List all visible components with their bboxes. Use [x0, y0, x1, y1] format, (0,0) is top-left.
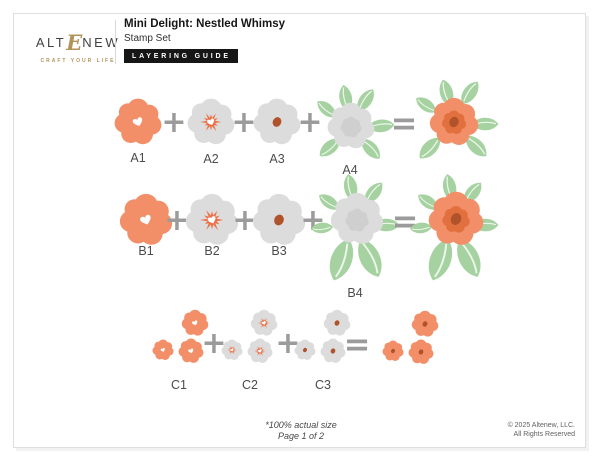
actual-size-note: *100% actual size	[265, 420, 337, 430]
stamp-a2-burst-center-flower-icon	[187, 98, 235, 146]
label-b1: B1	[138, 244, 154, 258]
plus-operator: +	[201, 326, 227, 361]
stamp-a3-dot-center-flower-icon	[253, 98, 301, 146]
stamp-c2-burst-cluster-icon	[218, 307, 282, 367]
result-b-layered-flower-icon	[409, 172, 499, 285]
label-b2: B2	[204, 244, 220, 258]
equals-operator: =	[390, 104, 418, 142]
layering-guide-badge: LAYERING GUIDE	[124, 49, 238, 63]
equals-operator: =	[343, 325, 371, 363]
stamp-b4-flower-with-leaves-icon	[310, 172, 400, 285]
label-c1: C1	[171, 378, 187, 392]
brand-script-e-icon: E	[66, 30, 83, 55]
title-block: Mini Delight: Nestled Whimsy Stamp Set L…	[124, 18, 285, 63]
plus-operator: +	[231, 105, 257, 140]
header-divider	[115, 20, 116, 64]
stamp-a1-solid-orange-flower-icon	[114, 98, 162, 146]
label-b3: B3	[271, 244, 287, 258]
plus-operator: +	[297, 105, 323, 140]
label-a1: A1	[130, 151, 146, 165]
page-subtitle: Stamp Set	[124, 33, 171, 44]
label-a3: A3	[269, 152, 285, 166]
stamp-b3-dot-center-flower-icon	[252, 193, 306, 247]
brand-tagline: CRAFT YOUR LIFE	[40, 58, 116, 64]
stamp-a4-flower-with-leaves-icon	[313, 83, 396, 164]
label-a2: A2	[203, 152, 219, 166]
result-c-layered-cluster-icon	[379, 308, 443, 368]
plus-operator: +	[161, 105, 187, 140]
label-a4: A4	[342, 163, 358, 177]
label-c2: C2	[242, 378, 258, 392]
footer-copyright: © 2025 Altenew, LLC. All Rights Reserved	[508, 421, 575, 439]
brand-pre: ALT	[35, 35, 67, 50]
brand-post: NEW	[82, 35, 121, 50]
result-a-layered-flower-icon	[412, 77, 499, 164]
copyright-line2: All Rights Reserved	[513, 431, 575, 438]
brand-wordmark: ALTENEW	[32, 30, 124, 55]
page-number: Page 1 of 2	[277, 431, 325, 441]
altenew-logo: ALTENEW CRAFT YOUR LIFE	[32, 30, 124, 64]
label-b4: B4	[347, 286, 363, 300]
layering-guide-card: ALTENEW CRAFT YOUR LIFE Mini Delight: Ne…	[13, 13, 586, 448]
copyright-line1: © 2025 Altenew, LLC.	[507, 422, 575, 429]
page-title: Mini Delight: Nestled Whimsy	[124, 18, 286, 30]
plus-operator: +	[164, 203, 190, 238]
footer-note: *100% actual size Page 1 of 2	[265, 420, 337, 442]
label-c3: C3	[315, 378, 331, 392]
stamp-b2-burst-center-flower-icon	[185, 193, 239, 247]
